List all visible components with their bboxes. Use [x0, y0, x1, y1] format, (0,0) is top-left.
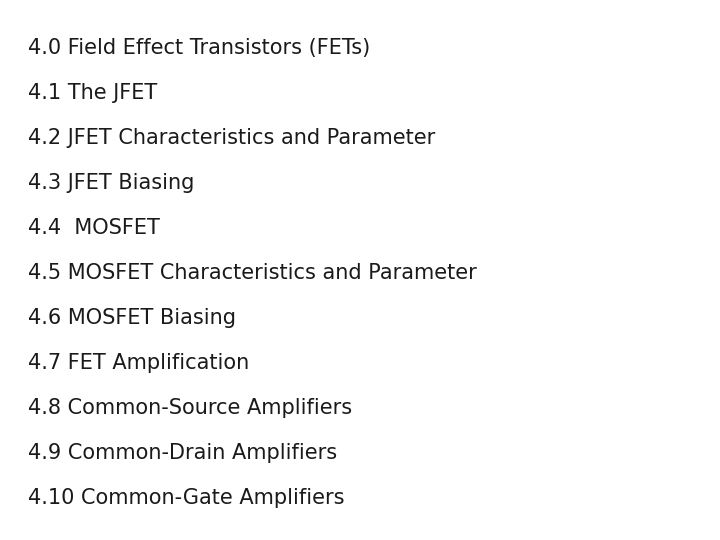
Text: 4.2 JFET Characteristics and Parameter: 4.2 JFET Characteristics and Parameter	[28, 128, 436, 148]
Text: 4.5 MOSFET Characteristics and Parameter: 4.5 MOSFET Characteristics and Parameter	[28, 263, 477, 283]
Text: 4.4  MOSFET: 4.4 MOSFET	[28, 218, 160, 238]
Text: 4.3 JFET Biasing: 4.3 JFET Biasing	[28, 173, 194, 193]
Text: 4.7 FET Amplification: 4.7 FET Amplification	[28, 353, 249, 373]
Text: 4.0 Field Effect Transistors (FETs): 4.0 Field Effect Transistors (FETs)	[28, 38, 370, 58]
Text: 4.9 Common-Drain Amplifiers: 4.9 Common-Drain Amplifiers	[28, 443, 337, 463]
Text: 4.6 MOSFET Biasing: 4.6 MOSFET Biasing	[28, 308, 236, 328]
Text: 4.10 Common-Gate Amplifiers: 4.10 Common-Gate Amplifiers	[28, 488, 344, 508]
Text: 4.1 The JFET: 4.1 The JFET	[28, 83, 157, 103]
Text: 4.8 Common-Source Amplifiers: 4.8 Common-Source Amplifiers	[28, 398, 352, 418]
